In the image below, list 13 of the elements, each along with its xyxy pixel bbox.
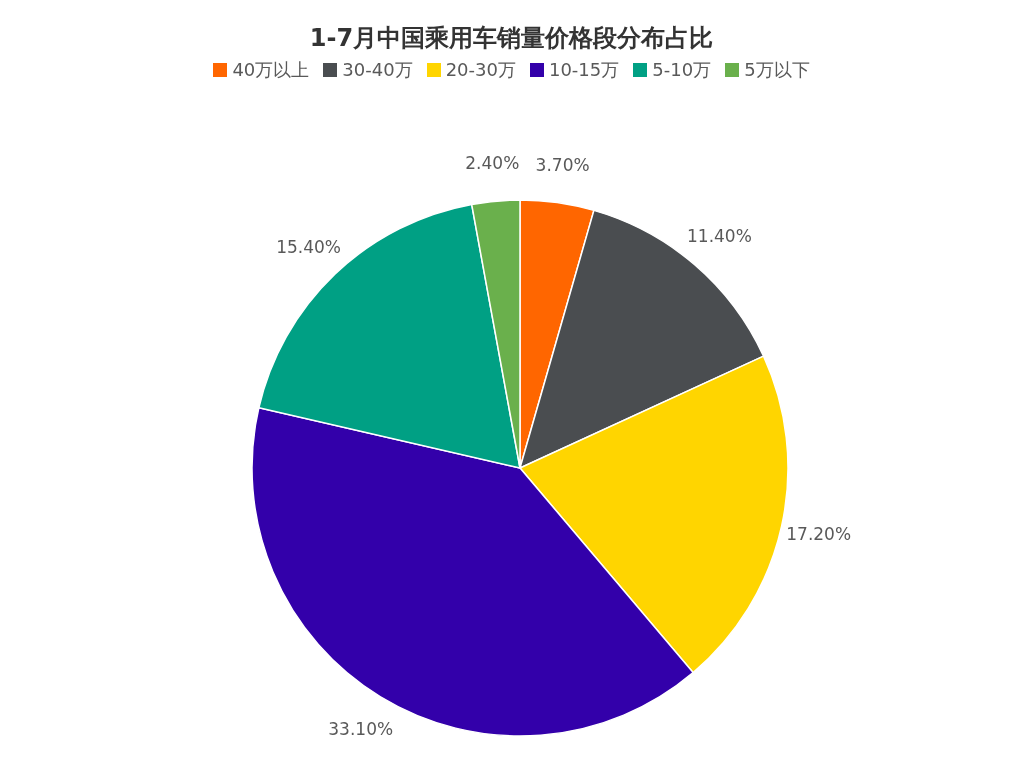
legend-label: 30-40万 <box>341 58 413 82</box>
data-label: 2.40% <box>465 153 520 174</box>
data-label: 15.40% <box>276 236 341 257</box>
data-label: 3.70% <box>535 154 590 175</box>
data-label: 33.10% <box>328 719 394 740</box>
legend-label: 20-30万 <box>444 58 516 82</box>
data-label: 11.40% <box>687 225 752 246</box>
legend-label: 40万以上 <box>231 58 310 82</box>
chart-title: 1-7月中国乘用车销量价格段分布占比 <box>308 23 715 54</box>
data-label: 17.20% <box>786 524 852 545</box>
legend-label: 5-10万 <box>651 58 712 82</box>
legend-label: 5万以下 <box>743 58 810 82</box>
legend-label: 10-15万 <box>547 58 620 82</box>
